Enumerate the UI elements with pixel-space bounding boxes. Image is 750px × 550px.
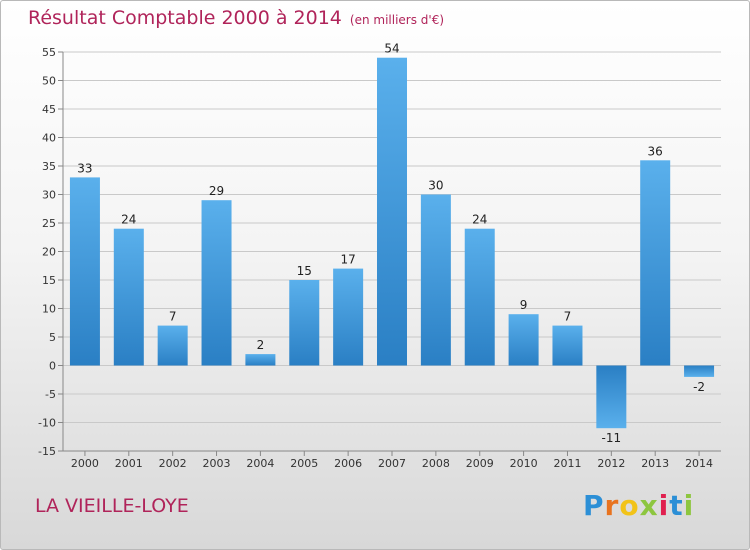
logo-letter: t [669, 489, 684, 522]
x-tick-label: 2011 [553, 457, 581, 470]
proxiti-logo[interactable]: Proxiti [583, 489, 694, 522]
x-tick-label: 2013 [641, 457, 669, 470]
data-label: 15 [297, 264, 312, 278]
x-tick-label: 2008 [422, 457, 450, 470]
data-label: 30 [428, 179, 443, 193]
logo-letter: i [658, 489, 670, 522]
bar-2004 [245, 354, 276, 366]
y-tick-label: 15 [42, 274, 56, 287]
y-tick-label: -10 [38, 417, 56, 430]
x-tick-label: 2000 [71, 457, 99, 470]
logo-letter: x [639, 489, 659, 522]
x-tick-label: 2009 [466, 457, 494, 470]
data-label: 2 [257, 338, 265, 352]
data-label: -11 [602, 431, 622, 445]
data-label: 7 [169, 310, 177, 324]
data-label: 36 [648, 144, 663, 158]
x-tick-label: 2005 [290, 457, 318, 470]
bar-2013 [640, 160, 671, 366]
data-label: 29 [209, 184, 224, 198]
x-tick-label: 2014 [685, 457, 713, 470]
bar-2007 [377, 57, 407, 366]
bar-2014 [684, 365, 715, 377]
y-tick-label: 0 [49, 360, 56, 373]
data-label: 24 [121, 213, 136, 227]
logo-letter: P [583, 489, 605, 522]
bar-2002 [157, 325, 188, 366]
data-label: 24 [472, 213, 487, 227]
x-tick-label: 2003 [203, 457, 231, 470]
logo-letter: o [619, 489, 640, 522]
x-tick-label: 2007 [378, 457, 406, 470]
y-tick-label: -15 [38, 445, 56, 458]
labels: -15 -10 -5 0 5 10 15 20 25 30 35 40 45 50 55 33 2000 24 20… [38, 42, 713, 470]
bar-2005 [289, 280, 320, 366]
y-tick-label: 25 [42, 217, 56, 230]
data-label: -2 [693, 380, 705, 394]
logo-letter: r [604, 489, 620, 522]
y-tick-label: 55 [42, 46, 56, 59]
y-tick-label: -5 [45, 388, 56, 401]
bar-2009 [464, 228, 495, 366]
y-tick-label: 50 [42, 75, 56, 88]
y-tick-label: 35 [42, 160, 56, 173]
bar-2012 [596, 365, 627, 429]
data-label: 33 [77, 161, 92, 175]
data-label: 17 [340, 253, 355, 267]
bar-2001 [113, 228, 144, 366]
y-tick-label: 40 [42, 132, 56, 145]
axes [58, 51, 721, 456]
y-tick-label: 45 [42, 103, 56, 116]
bar-2011 [552, 325, 583, 366]
bar-2003 [201, 200, 232, 366]
x-tick-label: 2012 [597, 457, 625, 470]
y-tick-label: 20 [42, 246, 56, 259]
x-tick-label: 2002 [159, 457, 187, 470]
y-tick-label: 10 [42, 303, 56, 316]
commune-name: LA VIEILLE-LOYE [35, 495, 189, 517]
x-tick-label: 2004 [246, 457, 274, 470]
logo-letter: i [683, 489, 695, 522]
data-label: 7 [564, 310, 572, 324]
bar-2008 [420, 194, 451, 366]
title-main: Résultat Comptable 2000 à 2014 [28, 7, 342, 29]
y-tick-label: 30 [42, 189, 56, 202]
data-label: 54 [384, 42, 399, 56]
chart-title: Résultat Comptable 2000 à 2014 (en millie… [28, 7, 444, 29]
data-label: 9 [520, 298, 528, 312]
bar-2000 [69, 177, 100, 366]
bar-2006 [333, 268, 364, 366]
x-tick-label: 2001 [115, 457, 143, 470]
y-tick-label: 5 [49, 331, 56, 344]
x-tick-label: 2010 [510, 457, 538, 470]
bars [69, 57, 715, 429]
bar-2010 [508, 314, 539, 366]
x-tick-label: 2006 [334, 457, 362, 470]
title-unit: (en milliers d'€) [349, 13, 445, 27]
